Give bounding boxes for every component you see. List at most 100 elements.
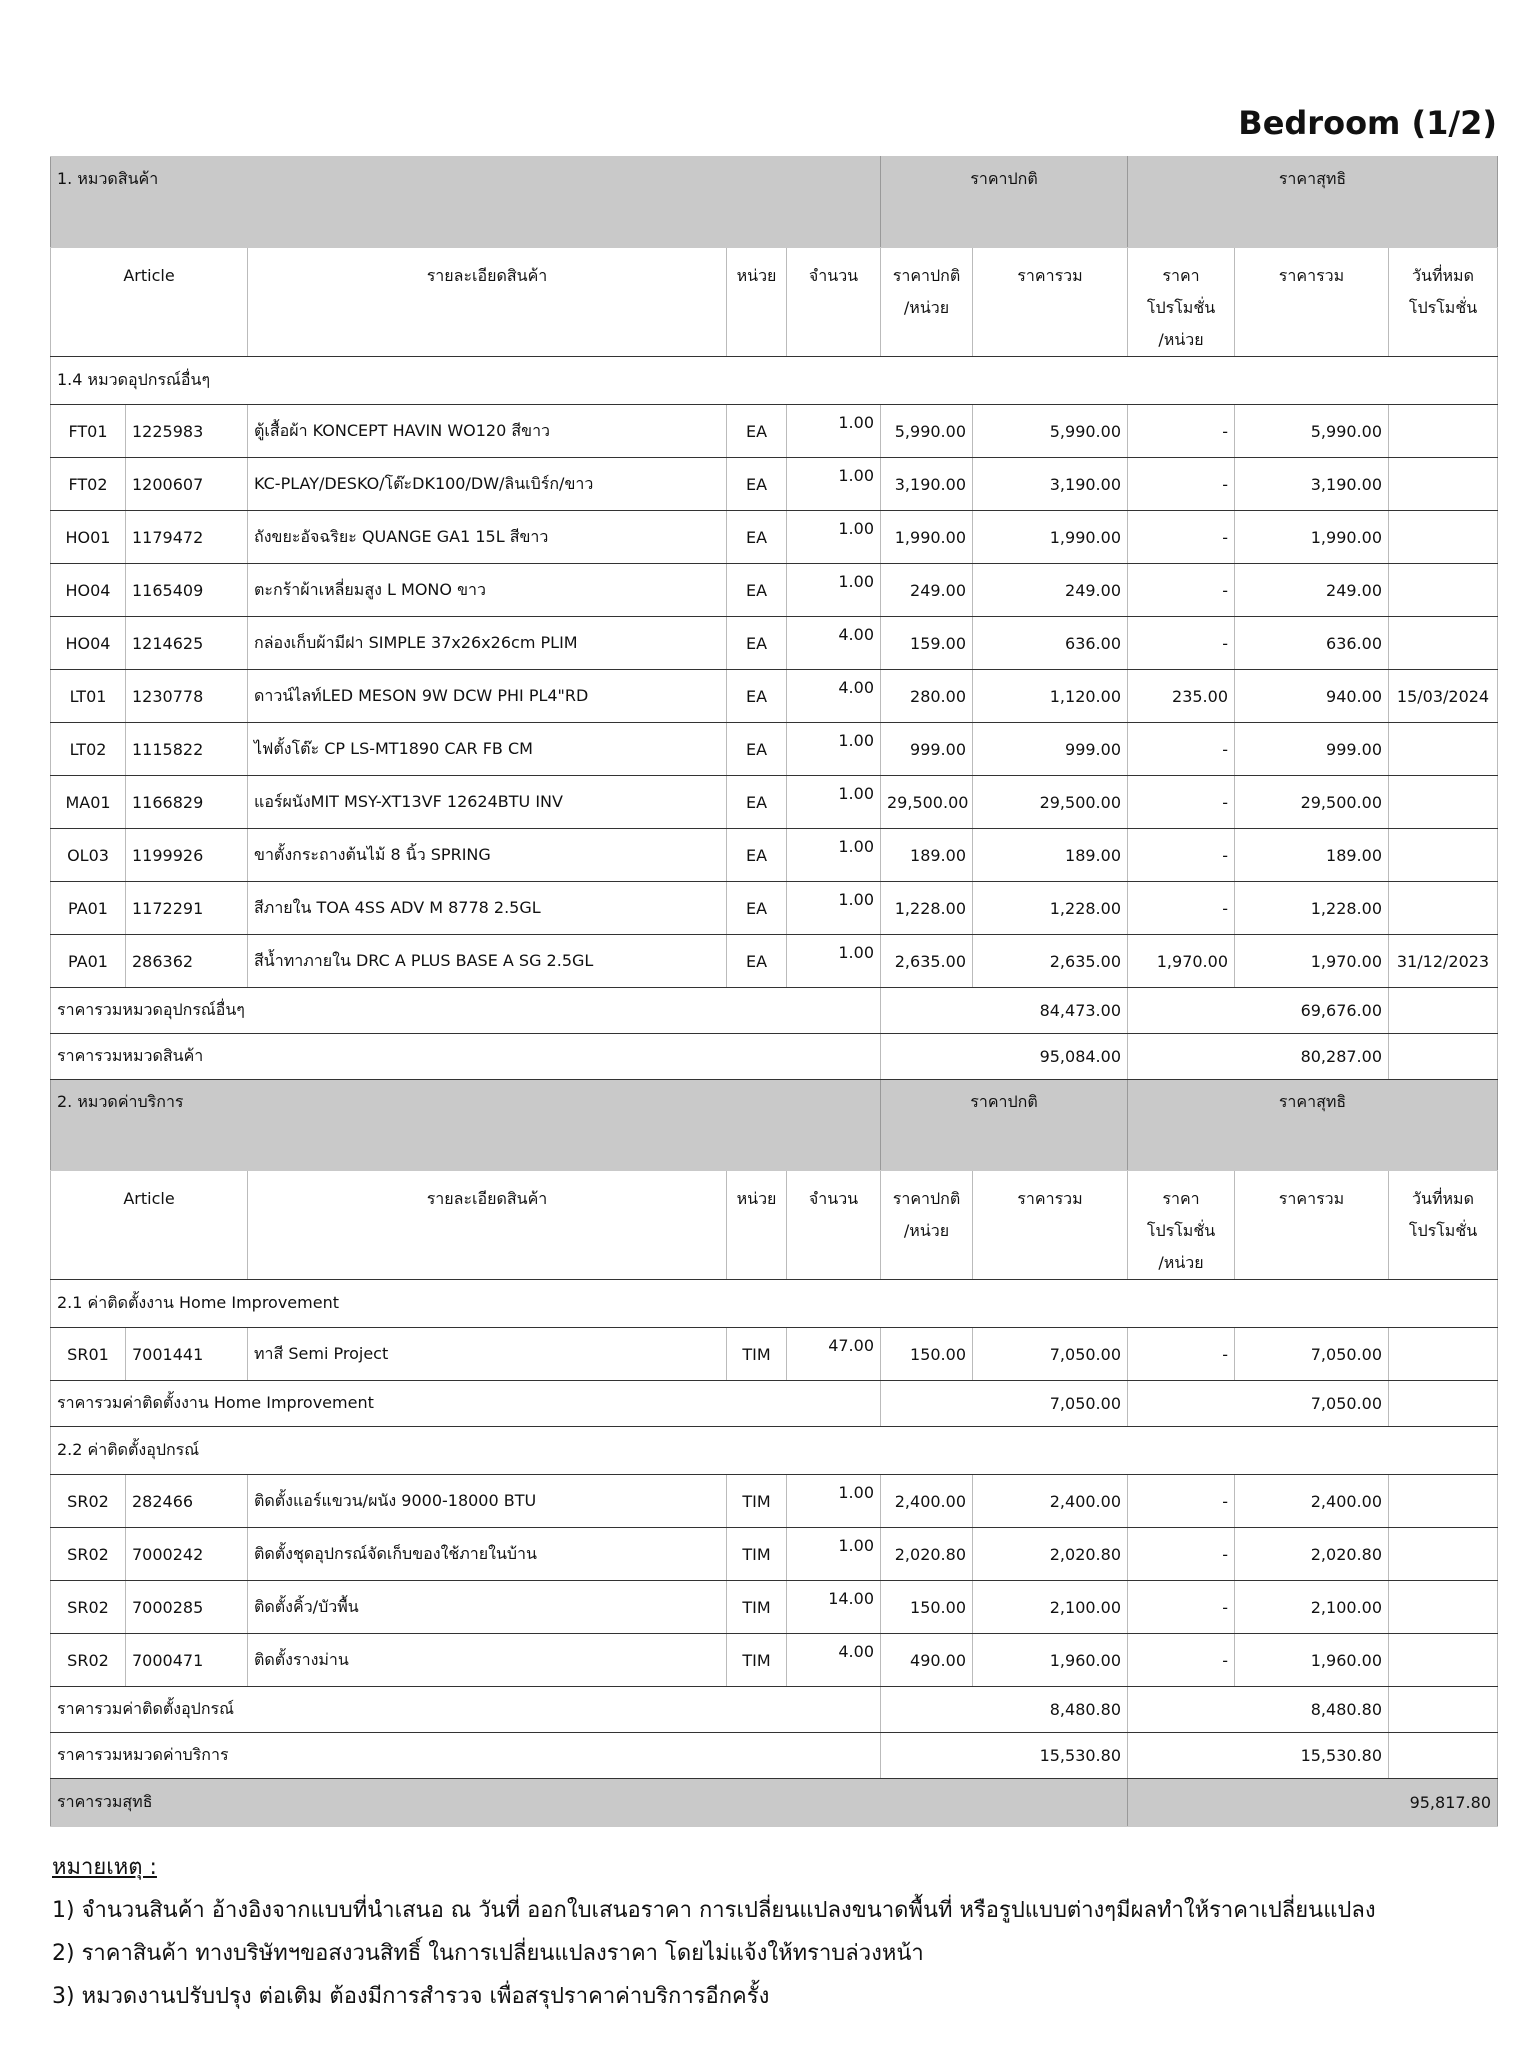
column-header-line: โปรโมชั่น (1146, 1221, 1216, 1240)
cell: EA (726, 563, 787, 617)
table-row: FT02 1200607 KC-PLAY/DESKO/โต๊ะDK100/DW/ลิ… (50, 457, 1498, 511)
cell: 84,473.00 (880, 987, 1128, 1034)
cell: 249.00 (972, 563, 1128, 617)
cell: 14.00 (786, 1580, 881, 1634)
cell: KC-PLAY/DESKO/โต๊ะDK100/DW/ลินเบิร์ก/ขาว (247, 457, 727, 511)
cell: 1.00 (786, 881, 881, 935)
column-header-line: จำนวน (808, 266, 859, 285)
cell: 1225983 (125, 404, 248, 458)
note-item: 1) จำนวนสินค้า อ้างอิงจากแบบที่นำเสนอ ณ … (52, 1898, 1376, 1923)
table-row: 1. หมวดสินค้า ราคาปกติ ราคาสุทธิ (50, 156, 1498, 248)
cell: ราคาปกติ /หน่วย (880, 247, 973, 357)
cell: 15,530.80 (1127, 1732, 1389, 1779)
notes-title: หมายเหตุ : (52, 1855, 157, 1880)
cell: 1200607 (125, 457, 248, 511)
cell: 7000285 (125, 1580, 248, 1634)
table-row: HO01 1179472 ถังขยะอัจฉริยะ QUANGE GA1 15L… (50, 510, 1498, 564)
table-row: LT01 1230778 ดาวน์ไลท์LED MESON 9W DCW PHI… (50, 669, 1498, 723)
cell: 189.00 (880, 828, 973, 882)
cell: ราคารวมหมวดอุปกรณ์อื่นๆ (50, 987, 881, 1034)
cell: LT01 (50, 669, 126, 723)
cell (1388, 404, 1498, 458)
cell: - (1127, 828, 1235, 882)
cell: 1,970.00 (1234, 934, 1389, 988)
cell: - (1127, 1474, 1235, 1528)
cell: ทาสี Semi Project (247, 1327, 727, 1381)
table-row: ราคารวมหมวดค่าบริการ 15,530.80 15,530.80 (50, 1732, 1498, 1779)
column-header-line: ราคา (1162, 266, 1200, 285)
note-item: 2) ราคาสินค้า ทางบริษัทฯขอสงวนสิทธิ์ ในก… (52, 1941, 924, 1966)
cell: ติดตั้งชุดอุปกรณ์จัดเก็บของใช้ภายในบ้าน (247, 1527, 727, 1581)
cell: ไฟตั้งโต๊ะ CP LS-MT1890 CAR FB CM (247, 722, 727, 776)
cell: 1.00 (786, 775, 881, 829)
cell: 1,990.00 (972, 510, 1128, 564)
cell: แอร์ผนังMIT MSY-XT13VF 12624BTU INV (247, 775, 727, 829)
cell (1388, 1033, 1498, 1080)
cell: 159.00 (880, 616, 973, 670)
cell: 2,400.00 (880, 1474, 973, 1528)
cell: 3,190.00 (880, 457, 973, 511)
column-header-line: หน่วย (736, 1189, 777, 1208)
cell: - (1127, 1327, 1235, 1381)
cell: รายละเอียดสินค้า (247, 1170, 727, 1280)
cell: - (1127, 1580, 1235, 1634)
cell: 4.00 (786, 669, 881, 723)
cell: 1. หมวดสินค้า (50, 156, 881, 248)
cell (1388, 563, 1498, 617)
table-row: FT01 1225983 ตู้เสื้อผ้า KONCEPT HAVIN WO1… (50, 404, 1498, 458)
cell: LT02 (50, 722, 126, 776)
cell: 2.1 ค่าติดตั้งงาน Home Improvement (50, 1279, 1498, 1328)
cell: EA (726, 510, 787, 564)
cell: 3,190.00 (1234, 457, 1389, 511)
cell: ดาวน์ไลท์LED MESON 9W DCW PHI PL4"RD (247, 669, 727, 723)
cell: SR01 (50, 1327, 126, 1381)
cell: - (1127, 616, 1235, 670)
cell (1388, 775, 1498, 829)
table-row: PA01 1172291 สีภายใน TOA 4SS ADV M 8778 2.… (50, 881, 1498, 935)
cell: 1.00 (786, 722, 881, 776)
table-row: LT02 1115822 ไฟตั้งโต๊ะ CP LS-MT1890 CAR F… (50, 722, 1498, 776)
cell: ราคารวมหมวดสินค้า (50, 1033, 881, 1080)
cell: 2,635.00 (880, 934, 973, 988)
cell: 1165409 (125, 563, 248, 617)
cell: - (1127, 457, 1235, 511)
cell: - (1127, 563, 1235, 617)
cell: 7000471 (125, 1633, 248, 1687)
cell: 1179472 (125, 510, 248, 564)
cell: 7001441 (125, 1327, 248, 1381)
cell: MA01 (50, 775, 126, 829)
table-row: ราคารวมค่าติดตั้งงาน Home Improvement 7,0… (50, 1380, 1498, 1427)
table-row: SR02 282466 ติดตั้งแอร์แขวน/ผนัง 9000-1800… (50, 1474, 1498, 1528)
cell: 1.00 (786, 934, 881, 988)
cell: 636.00 (972, 616, 1128, 670)
cell: ราคาสุทธิ (1127, 156, 1498, 248)
cell: ราคาสุทธิ (1127, 1079, 1498, 1171)
cell: 29,500.00 (880, 775, 973, 829)
cell: EA (726, 934, 787, 988)
cell: ราคารวมหมวดค่าบริการ (50, 1732, 881, 1779)
cell: 999.00 (1234, 722, 1389, 776)
cell: ราคารวม (1234, 1170, 1389, 1280)
cell: 999.00 (880, 722, 973, 776)
cell: 15,530.80 (880, 1732, 1128, 1779)
cell: ราคารวม (972, 1170, 1128, 1280)
column-header-line: จำนวน (808, 1189, 859, 1208)
cell: 940.00 (1234, 669, 1389, 723)
cell: ตู้เสื้อผ้า KONCEPT HAVIN WO120 สีขาว (247, 404, 727, 458)
cell: TIM (726, 1327, 787, 1381)
column-header-line: Article (123, 266, 175, 285)
table-row: SR02 7000242 ติดตั้งชุดอุปกรณ์จัดเก็บของใช… (50, 1527, 1498, 1581)
cell: TIM (726, 1633, 787, 1687)
column-header-line: โปรโมชั่น (1408, 1221, 1478, 1240)
cell: 2,100.00 (972, 1580, 1128, 1634)
column-header-line: ราคา (1162, 1189, 1200, 1208)
cell: PA01 (50, 881, 126, 935)
cell: HO04 (50, 616, 126, 670)
cell: 490.00 (880, 1633, 973, 1687)
cell: 2,020.80 (1234, 1527, 1389, 1581)
cell: ติดตั้งคิ้ว/บัวพื้น (247, 1580, 727, 1634)
cell: หน่วย (726, 247, 787, 357)
cell: ราคา โปรโมชั่น/หน่วย (1127, 1170, 1235, 1280)
cell: 286362 (125, 934, 248, 988)
